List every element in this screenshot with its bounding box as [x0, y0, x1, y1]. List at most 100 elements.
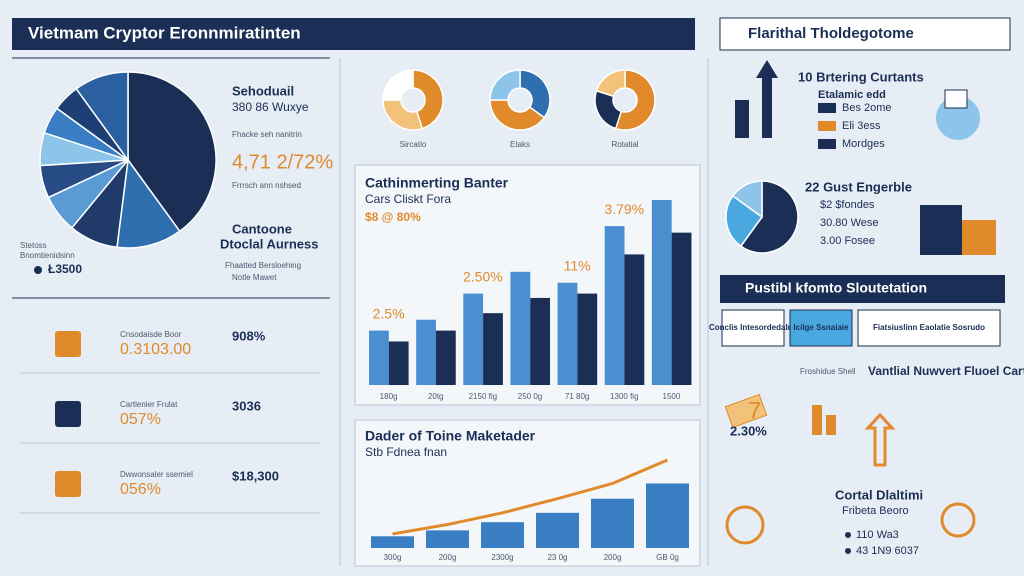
stat-value: 057%: [120, 411, 161, 428]
row-text: Mordges: [842, 138, 885, 150]
bar: [624, 254, 645, 385]
section-bar: [720, 275, 1005, 303]
info-box-text: Icilge Ssnaiaie: [793, 323, 849, 332]
legend-note: Bnomtienidsinn: [20, 251, 75, 260]
row-dot: [845, 532, 851, 538]
mid-title: Vantlial Nuwvert Fluoel Cartgmeo: [868, 364, 1024, 378]
amount: Ł3500: [48, 262, 82, 276]
annotation: 2.50%: [463, 268, 503, 284]
line-title: Dader of Toine Maketader: [365, 428, 536, 444]
x-tick-label: 1500: [663, 392, 681, 401]
pie-slice: [412, 69, 444, 130]
icon: [826, 415, 836, 435]
x-tick-label: 20tg: [428, 392, 444, 401]
bar: [651, 200, 672, 385]
stat-percent: $18,300: [232, 468, 279, 483]
pie-slice: [489, 99, 546, 131]
donut-title: 22 Gust Engerble: [805, 179, 912, 194]
stat-icon: [55, 471, 81, 497]
bar: [435, 330, 456, 385]
donut-label: Rotatial: [611, 140, 638, 149]
line-subtitle: Stb Fdnea fnan: [365, 445, 447, 459]
pie-caption-note: Fhaatted Bersloehing: [225, 261, 301, 270]
pie-note: Fhacke seh nanitrin: [232, 130, 302, 139]
pie-slice: [725, 194, 764, 248]
house-icon: [920, 205, 962, 255]
annotation: 11%: [564, 257, 591, 273]
right-top-title: 10 Brtering Curtants: [798, 69, 924, 84]
bar: [481, 522, 524, 548]
pie-slice: [595, 69, 626, 98]
bar: [510, 271, 531, 385]
right-top-sub: Etalamic edd: [818, 89, 886, 101]
stat-icon: [55, 401, 81, 427]
row-text: 43 1N9 6037: [856, 545, 919, 557]
stat-label: Cnsodaisde Boor: [120, 330, 182, 339]
gear-icon: [725, 505, 765, 545]
bar: [369, 330, 389, 385]
info-box-text: Conclis Intesordedalne: [709, 323, 798, 332]
bar: [463, 293, 484, 385]
legend-title: Stetoss: [20, 241, 47, 250]
mid-label: Froshidue Shell: [800, 367, 856, 376]
bar: [530, 297, 551, 385]
bar: [646, 483, 689, 548]
big-percent: 2.30%: [730, 423, 767, 438]
info-box: [857, 309, 1001, 347]
bottom-sub: Fribeta Beoro: [842, 505, 909, 517]
x-tick-label: 200g: [439, 553, 457, 562]
header-bar: [12, 18, 695, 50]
stat-label: Cartlenier Frulat: [120, 400, 178, 409]
pie-slice: [489, 69, 521, 101]
pie-slice: [382, 99, 424, 131]
stat-label: Dwwonsaler ssemiel: [120, 470, 193, 479]
bar: [426, 530, 469, 548]
pie-note: Frrrsch ann nshsed: [232, 181, 301, 190]
annotation: 3.79%: [604, 201, 644, 217]
bar: [371, 536, 414, 548]
bar: [671, 232, 692, 385]
bar: [483, 313, 503, 385]
pie-slice: [382, 69, 414, 101]
right-title: Flarithal Tholdegotome: [748, 25, 914, 42]
pie-slice: [739, 180, 799, 254]
x-tick-label: 2300g: [491, 553, 513, 562]
x-tick-label: 180g: [380, 392, 398, 401]
ticket-icon: [724, 393, 768, 429]
donut-label: Sircatio: [400, 140, 427, 149]
x-tick-label: 300g: [384, 553, 402, 562]
bar: [388, 341, 409, 385]
x-tick-label: 23 0g: [547, 553, 567, 562]
pie-slice: [75, 71, 129, 163]
bar: [591, 498, 634, 548]
big-number: 7: [748, 397, 761, 424]
stat-value: 056%: [120, 481, 161, 498]
stat-percent: 3036: [232, 398, 261, 413]
info-box: [721, 309, 785, 347]
row-swatch: [818, 139, 836, 149]
bar-title: Cathinmerting Banter: [365, 175, 509, 191]
legend-dot: [34, 266, 42, 274]
pie-slice: [116, 158, 181, 249]
right-header: [719, 17, 1011, 51]
x-tick-label: 250 0g: [518, 392, 542, 401]
info-box-text: Fiatsiuslinn Eaolatie Sosrudo: [873, 323, 985, 332]
bar-subtitle: Cars Cliskt Fora: [365, 192, 451, 206]
house-icon: [962, 220, 996, 255]
row-text: $2 $fondes: [820, 199, 875, 211]
bar: [577, 293, 598, 385]
annotation: 2.5%: [373, 305, 405, 321]
pie-caption-note: Notle Mawet: [232, 273, 277, 282]
stat-percent: 908%: [232, 328, 266, 343]
bar: [416, 319, 436, 385]
row-text: Eli 3ess: [842, 120, 881, 132]
bar: [536, 512, 579, 548]
pie-caption: Cantoone: [232, 221, 292, 236]
x-tick-label: GB 0g: [656, 553, 679, 562]
pie-slice: [731, 180, 763, 219]
x-tick-label: 2150 fig: [469, 392, 497, 401]
arrow-icon: [864, 412, 896, 467]
stat-value: 0.3103.00: [120, 341, 191, 358]
x-tick-label: 200g: [604, 553, 622, 562]
